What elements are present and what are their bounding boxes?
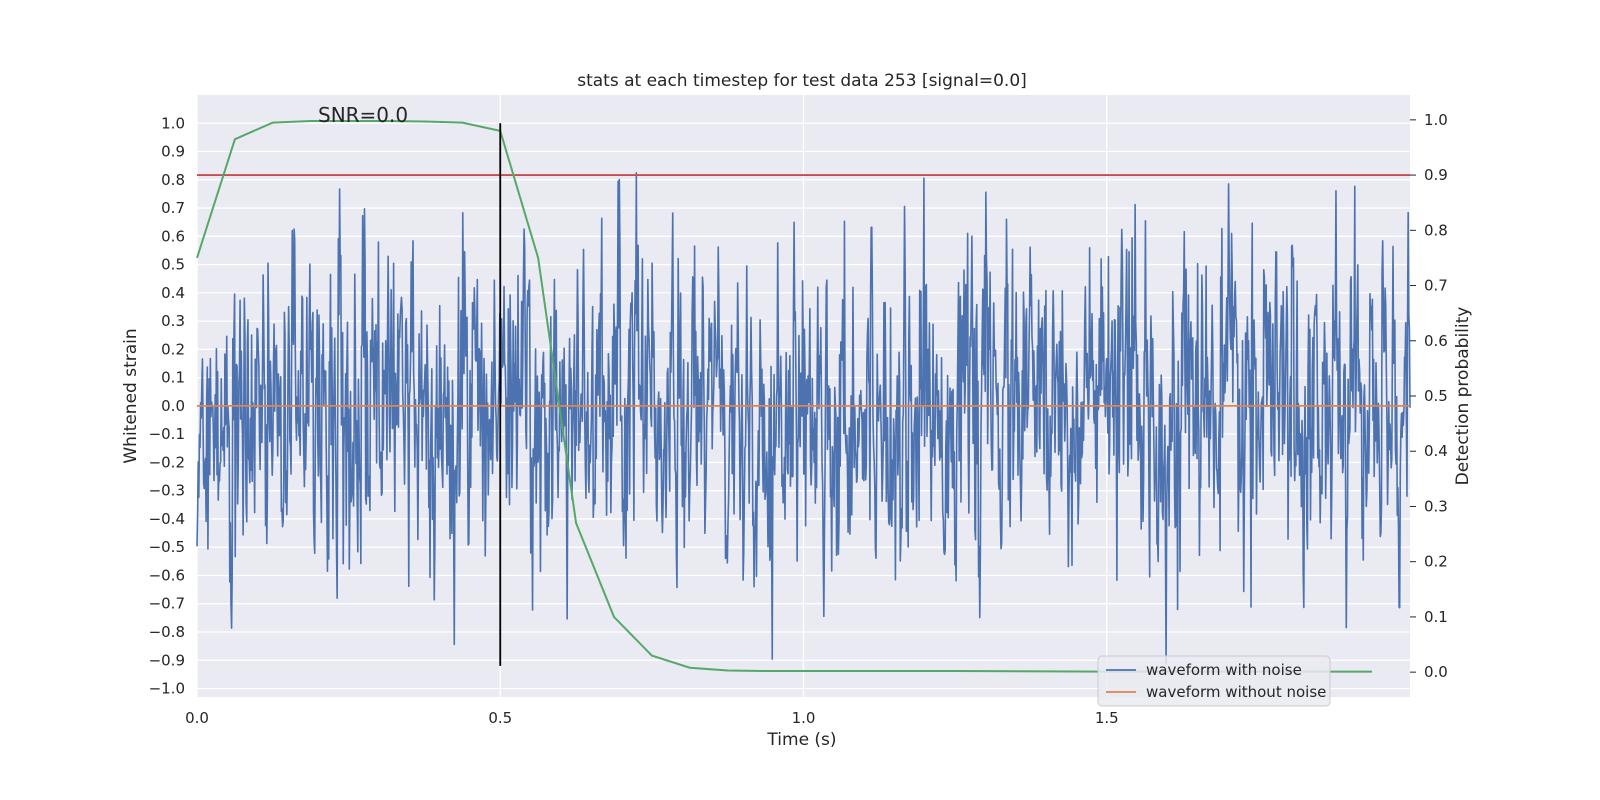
y2-tick-label: 0.8: [1424, 221, 1448, 239]
x-tick-label: 1.5: [1095, 709, 1119, 727]
legend: waveform with noise waveform without noi…: [1097, 655, 1331, 707]
y-tick-label: 0.4: [161, 284, 185, 302]
y-tick-label: 0.2: [161, 340, 185, 358]
y-tick-label: −0.5: [149, 538, 185, 556]
y2-tick-label: 0.5: [1424, 387, 1448, 405]
y-tick-label: 0.6: [161, 227, 185, 245]
y-tick-label: −0.8: [149, 623, 185, 641]
y-tick-label: −0.9: [149, 651, 185, 669]
y-tick-label: −0.7: [149, 595, 185, 613]
x-tick-label: 0.0: [185, 709, 209, 727]
y-tick-label: 1.0: [161, 114, 185, 132]
y2-tick-label: 0.2: [1424, 553, 1448, 571]
y2-tick-label: 0.6: [1424, 332, 1448, 350]
legend-box: [1097, 655, 1331, 707]
y2-tick-label: 0.0: [1424, 663, 1448, 681]
y2-tick-label: 0.1: [1424, 608, 1448, 626]
legend-entry-with-noise: waveform with noise: [1146, 661, 1302, 679]
y2-tick-label: 0.4: [1424, 442, 1448, 460]
y-tick-label: 0.7: [161, 199, 185, 217]
x-tick-label: 1.0: [792, 709, 816, 727]
series-layer: [196, 119, 1411, 673]
y2-tick-label: 0.9: [1424, 166, 1448, 184]
y2-tick-label: 1.0: [1424, 111, 1448, 129]
y-tick-label: 0.8: [161, 171, 185, 189]
y-tick-label: −0.4: [149, 510, 185, 528]
y-tick-label: 0.5: [161, 256, 185, 274]
legend-entry-without-noise: waveform without noise: [1146, 683, 1326, 701]
x-axis-label: Time (s): [766, 730, 836, 750]
y-tick-label: 0.0: [161, 397, 185, 415]
x-tick-label: 0.5: [488, 709, 512, 727]
y2-tick-label: 0.3: [1424, 497, 1448, 515]
y2-tick-label: 0.7: [1424, 277, 1448, 295]
snr-annotation: SNR=0.0: [318, 103, 408, 127]
y-tick-label: −0.3: [149, 482, 185, 500]
y-tick-label: 0.1: [161, 369, 185, 387]
y-tick-label: 0.9: [161, 143, 185, 161]
y-tick-label: −0.6: [149, 566, 185, 584]
y-axis-label: Whitened strain: [121, 328, 141, 463]
y-tick-label: 0.3: [161, 312, 185, 330]
chart-title: stats at each timestep for test data 253…: [577, 71, 1027, 91]
y-tick-label: −1.0: [149, 680, 185, 698]
ticks-layer: −1.0 −0.9 −0.8 −0.7 −0.6 −0.5 −0.4 −0.3 −0.2 −0.1…: [149, 111, 1448, 727]
y2-axis-label: Detection probability: [1453, 307, 1473, 486]
y-tick-label: −0.1: [149, 425, 185, 443]
series-detection-probability: [196, 119, 1373, 673]
series-waveform-with-noise: [196, 171, 1411, 665]
y-tick-label: −0.2: [149, 453, 185, 471]
